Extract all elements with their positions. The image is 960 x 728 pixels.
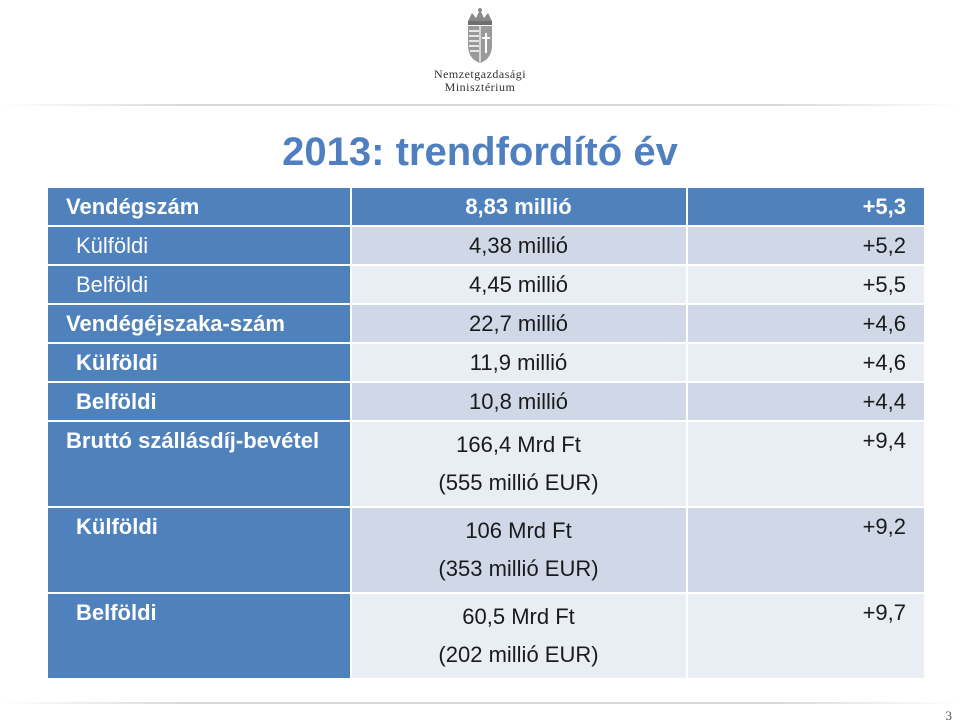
row-change: +5,5 — [685, 264, 927, 305]
row-label: Bruttó szállásdíj-bevétel — [46, 420, 352, 508]
page-number: 3 — [945, 708, 953, 723]
row-label: Vendégszám — [46, 186, 352, 227]
row-change: +5,2 — [685, 225, 927, 266]
row-label: Külföldi — [46, 506, 352, 594]
row-label: Vendégéjszaka-szám — [46, 303, 352, 344]
ministry-name-line2: Minisztérium — [444, 80, 516, 94]
table-row: Belföldi 4,45 millió +5,5 — [46, 264, 927, 305]
row-label: Belföldi — [46, 264, 352, 305]
table-row: Belföldi 10,8 millió +4,4 — [46, 381, 927, 422]
row-value: 22,7 millió — [349, 303, 688, 344]
row-label: Belföldi — [46, 592, 352, 680]
row-change: +9,7 — [685, 592, 927, 680]
row-value: 106 Mrd Ft (353 millió EUR) — [349, 506, 688, 594]
ministry-logo: Nemzetgazdasági Minisztérium — [0, 0, 960, 100]
table-row: Vendégszám 8,83 millió +5,3 — [46, 186, 927, 227]
tourism-stats-table: Vendégszám 8,83 millió +5,3 Külföldi 4,3… — [46, 186, 927, 680]
bottom-divider — [0, 702, 960, 704]
row-change: +9,2 — [685, 506, 927, 594]
table-row: Belföldi 60,5 Mrd Ft (202 millió EUR) +9… — [46, 592, 927, 680]
table-row: Külföldi 4,38 millió +5,2 — [46, 225, 927, 266]
slide-title: 2013: trendfordító év — [282, 130, 678, 174]
table-row: Vendégéjszaka-szám 22,7 millió +4,6 — [46, 303, 927, 344]
row-change: +4,6 — [685, 342, 927, 383]
table-row: Külföldi 11,9 millió +4,6 — [46, 342, 927, 383]
row-label: Külföldi — [46, 342, 352, 383]
row-change: +5,3 — [685, 186, 927, 227]
top-divider — [0, 104, 960, 106]
row-value: 11,9 millió — [349, 342, 688, 383]
row-label: Külföldi — [46, 225, 352, 266]
table-row: Bruttó szállásdíj-bevétel 166,4 Mrd Ft (… — [46, 420, 927, 508]
row-value: 4,38 millió — [349, 225, 688, 266]
row-label: Belföldi — [46, 381, 352, 422]
hungarian-coat-of-arms-icon — [468, 8, 492, 63]
ministry-name-line1: Nemzetgazdasági — [433, 67, 527, 81]
row-value: 4,45 millió — [349, 264, 688, 305]
row-value: 10,8 millió — [349, 381, 688, 422]
row-change: +4,4 — [685, 381, 927, 422]
row-change: +9,4 — [685, 420, 927, 508]
row-value: 166,4 Mrd Ft (555 millió EUR) — [349, 420, 688, 508]
row-value: 8,83 millió — [349, 186, 688, 227]
row-change: +4,6 — [685, 303, 927, 344]
table-row: Külföldi 106 Mrd Ft (353 millió EUR) +9,… — [46, 506, 927, 594]
row-value: 60,5 Mrd Ft (202 millió EUR) — [349, 592, 688, 680]
